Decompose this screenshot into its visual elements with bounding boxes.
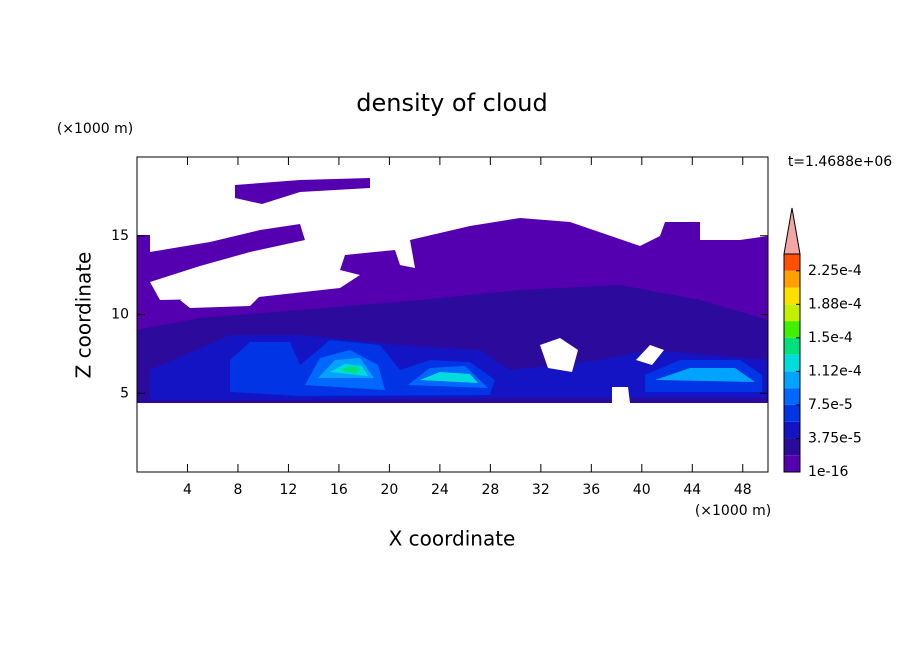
colorbar-band xyxy=(784,455,800,472)
x-tick-label: 4 xyxy=(183,482,192,498)
y-unit: (×1000 m) xyxy=(57,121,133,137)
colorbar-band xyxy=(784,321,800,338)
contour-region xyxy=(340,366,360,374)
contour-region xyxy=(420,372,478,383)
cloud-gap xyxy=(540,338,578,372)
time-label: t=1.4688e+06 xyxy=(788,154,892,170)
colorbar-band xyxy=(784,254,800,271)
colorbar-band xyxy=(784,388,800,405)
colorbar-band xyxy=(784,371,800,389)
x-tick-label: 8 xyxy=(233,482,242,498)
colorbar-band xyxy=(784,270,800,288)
y-axis-label: Z coordinate xyxy=(72,252,96,379)
colorbar-band xyxy=(784,421,800,439)
colorbar-tick-label: 7.5e-5 xyxy=(808,397,853,413)
y-tick-label: 5 xyxy=(120,385,129,401)
contour-region xyxy=(235,178,370,204)
cloud-gap xyxy=(636,345,664,365)
colorbar-tick-label: 3.75e-5 xyxy=(808,430,862,446)
x-tick-label: 44 xyxy=(683,482,701,498)
x-unit: (×1000 m) xyxy=(695,503,771,519)
x-tick-label: 16 xyxy=(330,482,348,498)
y-tick-label: 10 xyxy=(111,307,129,323)
x-tick-label: 32 xyxy=(532,482,550,498)
x-tick-label: 40 xyxy=(633,482,651,498)
x-axis-label: X coordinate xyxy=(389,527,516,551)
x-tick-label: 28 xyxy=(481,482,499,498)
colorbar-tick-label: 1e-16 xyxy=(808,464,848,480)
cloud-gap xyxy=(612,387,630,403)
colorbar-tick-label: 1.5e-4 xyxy=(808,330,853,346)
colorbar-frame xyxy=(783,253,801,473)
colorbar-tick-label: 2.25e-4 xyxy=(808,263,862,279)
contour-field xyxy=(137,178,768,403)
contour-region xyxy=(655,368,755,382)
x-tick-label: 20 xyxy=(380,482,398,498)
y-tick-label: 15 xyxy=(111,228,129,244)
colorbar-extend xyxy=(783,207,801,255)
colorbar-tick-label: 1.12e-4 xyxy=(808,363,862,379)
colorbar-band xyxy=(784,354,800,372)
colorbar-band xyxy=(784,438,800,456)
x-tick-label: 24 xyxy=(431,482,449,498)
colorbar-band xyxy=(784,337,800,355)
x-tick-label: 48 xyxy=(734,482,752,498)
x-tick-label: 12 xyxy=(280,482,298,498)
colorbar-band xyxy=(784,304,800,322)
cloud-gap xyxy=(180,288,262,308)
chart-title: density of cloud xyxy=(356,89,547,117)
colorbar-tick-label: 1.88e-4 xyxy=(808,296,862,312)
colorbar-band xyxy=(784,287,800,305)
x-tick-label: 36 xyxy=(582,482,600,498)
colorbar-band xyxy=(784,404,800,422)
